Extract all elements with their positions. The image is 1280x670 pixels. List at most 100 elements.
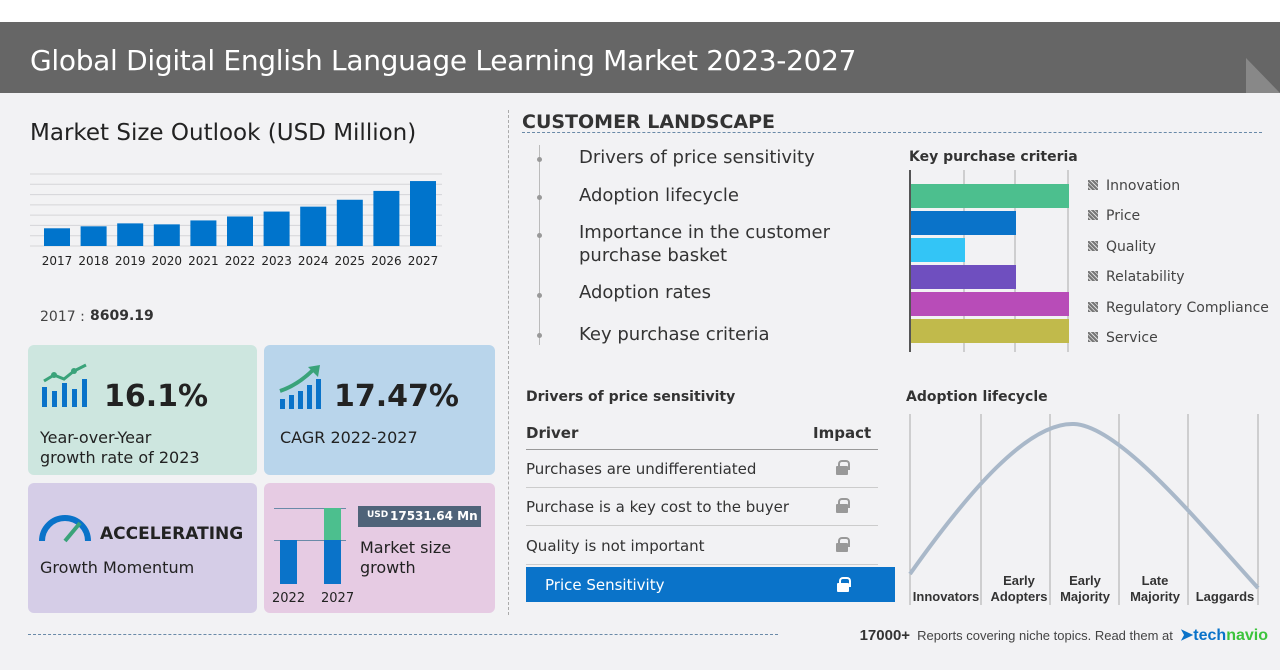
- legend-swatch: [1088, 180, 1098, 190]
- customer-title: CUSTOMER LANDSCAPE: [522, 111, 776, 133]
- list-item: Drivers of price sensitivity: [579, 147, 815, 168]
- legend-swatch: [1088, 301, 1098, 312]
- list-item: purchase basket: [579, 245, 728, 266]
- stage-label: Laggards: [1195, 589, 1255, 604]
- list-item: Key purchase criteria: [579, 324, 770, 345]
- list-item: Adoption lifecycle: [579, 185, 739, 206]
- legend-item: Relatability: [1088, 269, 1185, 285]
- col-driver: Driver: [526, 424, 579, 442]
- driver-text: Quality is not important: [526, 537, 705, 555]
- lock-icon: [836, 460, 850, 475]
- yoy-value: 16.1%: [104, 379, 209, 414]
- rising-bars-icon: [279, 365, 321, 409]
- yoy-card: 16.1% Year-over-Year growth rate of 2023: [28, 345, 257, 475]
- price-sensitivity-row: Price Sensitivity: [526, 567, 895, 602]
- guide-line-mid: [274, 540, 346, 541]
- stage-label: Early Adopters: [990, 573, 1048, 604]
- driver-text: Purchases are undifferentiated: [526, 460, 757, 478]
- year-start: 2022: [272, 591, 306, 606]
- bar-2027-base: [324, 540, 341, 584]
- momentum-label: Growth Momentum: [40, 558, 195, 577]
- header-banner: Global Digital English Language Learning…: [0, 22, 1280, 93]
- logo-part-1: tech: [1193, 627, 1227, 644]
- drivers-title: Drivers of price sensitivity: [526, 389, 736, 405]
- cagr-card: 17.47% CAGR 2022-2027: [264, 345, 495, 475]
- table-row: Purchase is a key cost to the buyer: [526, 488, 878, 526]
- bar-2019: [117, 223, 144, 246]
- list-item: Adoption rates: [579, 282, 712, 303]
- stage-label: Late Majority: [1130, 573, 1180, 604]
- logo-part-2: navio: [1226, 627, 1268, 644]
- bar-innovation: [911, 184, 1069, 208]
- currency: USD: [367, 510, 389, 520]
- tick-label: 2027: [408, 254, 439, 268]
- bar-price: [911, 211, 1016, 235]
- legend-label: Regulatory Compliance: [1106, 299, 1269, 316]
- cagr-value: 17.47%: [334, 379, 459, 414]
- growth-value: 17531.64 Mn: [390, 509, 478, 523]
- top-margin: [0, 0, 1280, 22]
- bullet: [537, 157, 542, 162]
- highlight-text: Price Sensitivity: [545, 576, 665, 594]
- footer: 17000+ Reports covering niche topics. Re…: [860, 624, 1268, 646]
- list-line: [539, 145, 540, 345]
- bar-quality: [911, 238, 965, 262]
- yoy-label-2: growth rate of 2023: [40, 448, 200, 467]
- cagr-label: CAGR 2022-2027: [280, 428, 418, 447]
- tick-label: 2024: [298, 254, 329, 268]
- table-row: Quality is not important: [526, 527, 878, 565]
- bar-2026: [373, 190, 400, 246]
- adoption-curve: [908, 414, 1260, 605]
- tick-label: 2025: [335, 254, 366, 268]
- base-year-label: 2017 :: [40, 309, 85, 325]
- footer-count: 17000+: [859, 626, 911, 644]
- lock-icon: [836, 498, 850, 513]
- tick-label: 2026: [371, 254, 402, 268]
- legend-label: Innovation: [1106, 178, 1181, 194]
- tick-label: 2020: [152, 254, 183, 268]
- yoy-label-1: Year-over-Year: [40, 428, 152, 447]
- tick-label: 2022: [225, 254, 256, 268]
- bar-2018: [80, 226, 107, 246]
- legend-item: Quality: [1088, 239, 1156, 255]
- technavio-logo[interactable]: ➤technavio: [1180, 625, 1268, 645]
- bar-regulatory-compliance: [911, 292, 1069, 316]
- bar-2017: [44, 228, 70, 246]
- bar-2020: [153, 224, 180, 246]
- section-divider: [508, 110, 509, 615]
- base-year-value: 8609.19: [90, 308, 154, 324]
- bar-2027-increment: [324, 508, 341, 540]
- kpc-chart: [909, 170, 1069, 352]
- drivers-header: Driver Impact: [526, 416, 878, 450]
- legend-label: Relatability: [1106, 269, 1185, 286]
- lock-icon: [836, 537, 850, 552]
- logo-arrow-icon: ➤: [1179, 627, 1194, 644]
- adoption-title: Adoption lifecycle: [906, 389, 1048, 405]
- stage-label: Innovators: [912, 589, 980, 604]
- market-size-title: Market Size Outlook (USD Million): [30, 120, 417, 146]
- bar-service: [911, 319, 1069, 343]
- tick-label: 2021: [188, 254, 219, 268]
- corner-fold: [1246, 58, 1280, 93]
- driver-text: Purchase is a key cost to the buyer: [526, 498, 790, 516]
- bar-2025: [336, 199, 363, 246]
- title-underline: [522, 132, 1262, 133]
- bar-2021: [190, 220, 217, 246]
- growth-chart-icon: [42, 363, 87, 407]
- bullet: [537, 333, 542, 338]
- tick-label: 2017: [42, 254, 73, 268]
- page-title: Global Digital English Language Learning…: [30, 44, 857, 77]
- legend-label: Service: [1106, 330, 1158, 346]
- year-end: 2027: [321, 591, 355, 606]
- legend-label: Quality: [1106, 238, 1157, 255]
- tick-label: 2018: [78, 254, 109, 268]
- legend-item: Innovation: [1088, 178, 1180, 194]
- guide-line-top: [274, 508, 346, 509]
- momentum-card: ACCELERATING Growth Momentum: [28, 483, 257, 613]
- legend-swatch: [1088, 210, 1098, 221]
- footer-text: Reports covering niche topics. Read them…: [917, 627, 1173, 643]
- tick-label: 2023: [261, 254, 292, 268]
- bar-2022: [280, 540, 297, 584]
- bar-2023: [263, 211, 290, 246]
- legend-item: Service: [1088, 330, 1158, 346]
